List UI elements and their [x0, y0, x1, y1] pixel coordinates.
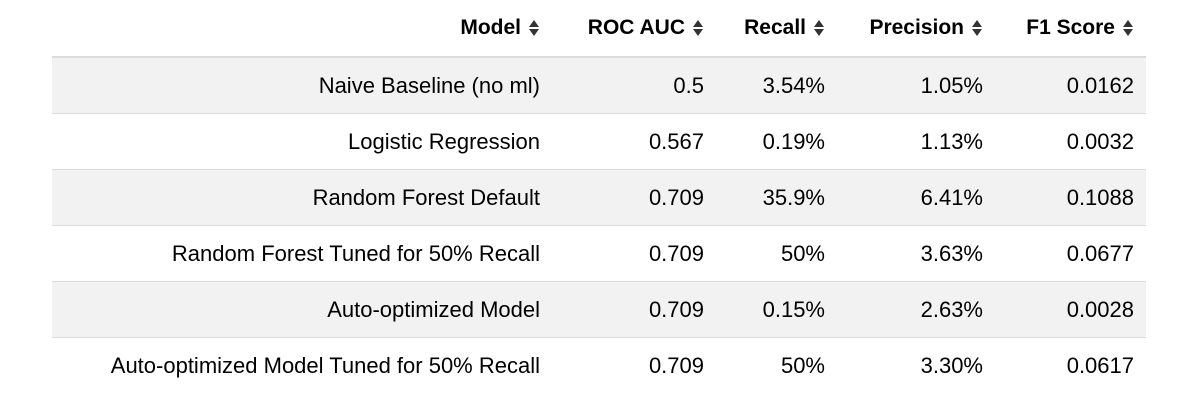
header-f1-score[interactable]: F1 Score: [995, 0, 1146, 58]
cell-precision: 1.13%: [837, 113, 995, 170]
cell-model: Auto-optimized Model Tuned for 50% Recal…: [110, 352, 540, 378]
cell-roc-auc: 0.709: [648, 352, 704, 378]
sort-both-icon[interactable]: [529, 20, 540, 36]
cell-f1-score: 0.0032: [995, 113, 1146, 170]
cell-f1-score: 0.0162: [995, 57, 1146, 114]
cell-recall: 3.54%: [716, 57, 837, 114]
table-row: Auto-optimized Model Tuned for 50% Recal…: [52, 338, 1146, 394]
cell-roc-auc: 0.567: [552, 113, 716, 170]
model-results-table: Model ROC AUC Recall Precision F1 Score …: [52, 0, 1146, 393]
sort-both-icon[interactable]: [1123, 20, 1134, 36]
header-label: Precision: [869, 16, 964, 39]
header-model[interactable]: Model: [52, 0, 552, 58]
cell-precision: 2.63%: [837, 281, 995, 338]
header-label: Model: [460, 16, 521, 39]
cell-f1-score: 0.1088: [995, 169, 1146, 226]
sort-both-icon[interactable]: [972, 20, 983, 36]
cell-f1-score: 0.0028: [995, 281, 1146, 338]
header-label: Recall: [744, 16, 806, 39]
cell-roc-auc: 0.709: [552, 169, 716, 226]
header-roc-auc[interactable]: ROC AUC: [552, 0, 716, 58]
cell-recall: 50%: [780, 352, 825, 378]
table-row: Auto-optimized Model 0.709 0.15% 2.63% 0…: [52, 281, 1146, 338]
cell-recall: 35.9%: [716, 169, 837, 226]
cell-model: Auto-optimized Model: [52, 281, 552, 338]
header-recall[interactable]: Recall: [716, 0, 837, 58]
table-row: Naive Baseline (no ml) 0.5 3.54% 1.05% 0…: [52, 57, 1146, 114]
table-row: Random Forest Default 0.709 35.9% 6.41% …: [52, 169, 1146, 226]
cell-f1-score: 0.0617: [1066, 352, 1134, 378]
cell-model: Logistic Regression: [52, 113, 552, 170]
cell-recall: 0.19%: [716, 113, 837, 170]
sort-both-icon[interactable]: [814, 20, 825, 36]
cell-precision: 1.05%: [837, 57, 995, 114]
table-row: Logistic Regression 0.567 0.19% 1.13% 0.…: [52, 113, 1146, 170]
cell-model: Random Forest Tuned for 50% Recall: [52, 225, 552, 282]
results-table-container: Model ROC AUC Recall Precision F1 Score …: [52, 0, 1146, 393]
cell-model: Random Forest Default: [52, 169, 552, 226]
header-precision[interactable]: Precision: [837, 0, 995, 58]
cell-recall: 0.15%: [716, 281, 837, 338]
cell-roc-auc: 0.709: [552, 225, 716, 282]
cell-roc-auc: 0.709: [552, 281, 716, 338]
sort-both-icon[interactable]: [693, 20, 704, 36]
cell-f1-score: 0.0677: [995, 225, 1146, 282]
table-row: Random Forest Tuned for 50% Recall 0.709…: [52, 225, 1146, 282]
header-label: F1 Score: [1026, 16, 1115, 39]
cell-roc-auc: 0.5: [552, 57, 716, 114]
table-header-row: Model ROC AUC Recall Precision F1 Score: [52, 0, 1146, 58]
cell-model: Naive Baseline (no ml): [52, 57, 552, 114]
cell-precision: 3.30%: [920, 352, 983, 378]
cell-precision: 3.63%: [837, 225, 995, 282]
cell-recall: 50%: [716, 225, 837, 282]
header-label: ROC AUC: [587, 16, 685, 39]
cell-precision: 6.41%: [837, 169, 995, 226]
